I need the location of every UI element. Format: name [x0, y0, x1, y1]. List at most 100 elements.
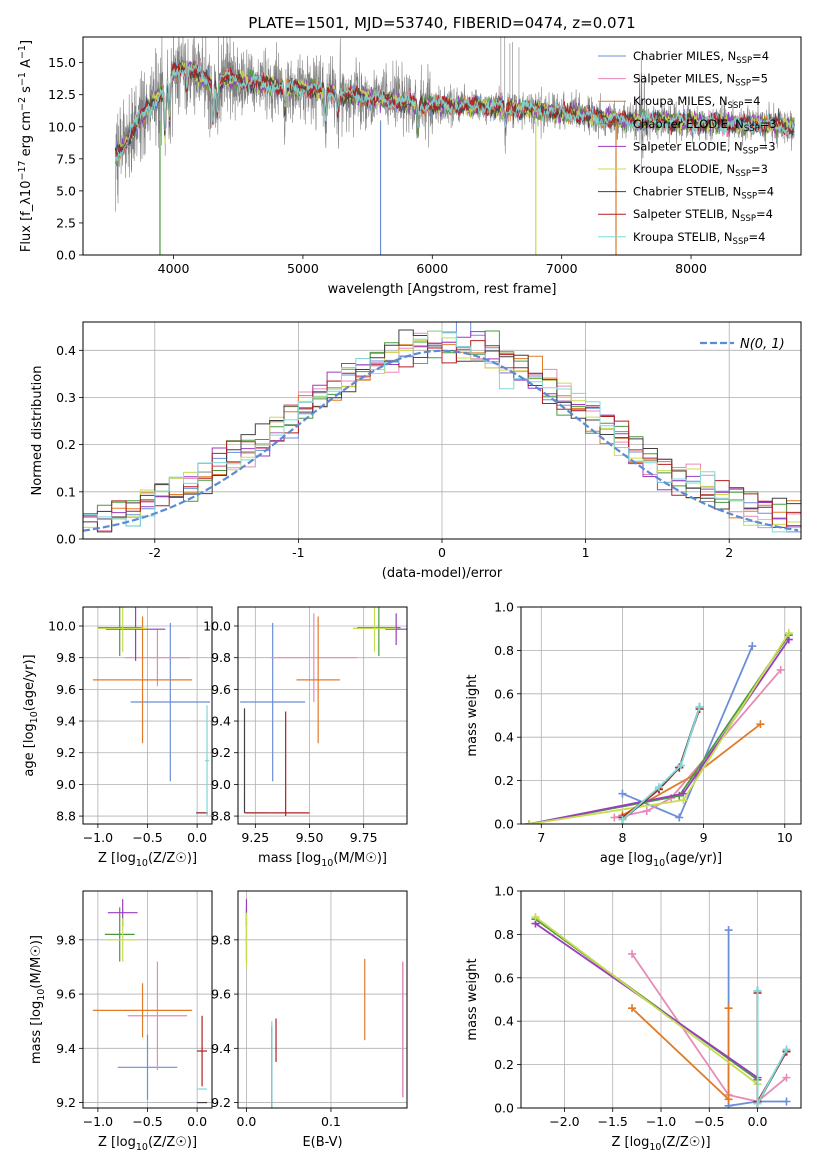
spectrum-title: PLATE=1501, MJD=53740, FIBERID=0474, z=0… — [248, 14, 635, 32]
spectrum-ytick-label: 12.5 — [48, 87, 76, 102]
age_vs_mass-ytick-label: 9.6 — [211, 682, 231, 697]
weight_vs_Z-xtick-label: −1.0 — [646, 1114, 676, 1129]
mass_vs_Z-xtick-label: −1.0 — [83, 1114, 113, 1129]
age_vs_Z-ytick-label: 9.0 — [56, 777, 76, 792]
weight_vs_age-marker-kroupa_stelib — [654, 783, 663, 792]
spectrum-legend: Chabrier MILES, NSSP=4 Salpeter MILES, NS… — [598, 49, 777, 247]
age_vs_Z-xtick-label: −0.5 — [132, 830, 162, 845]
weight_vs_age-xtick-label: 7 — [537, 830, 545, 845]
weight_vs_Z-frame — [520, 890, 802, 1109]
residuals-xtick-label: -1 — [292, 545, 304, 560]
weight_vs_Z-ytick-label: 0.6 — [494, 970, 514, 985]
weight_vs_Z-ytick-label: 1.0 — [494, 884, 514, 899]
weight_vs_age-axes: 7 8 9 10 0.0 0.2 0.4 0.6 0.8 1.0 age [log10​(age/y… — [465, 600, 801, 869]
residual-hist-salpeter_stelib — [83, 340, 801, 528]
mass_vs_EBV-ytick-label: 9.8 — [211, 932, 231, 947]
residuals-ytick-label: 0.0 — [56, 532, 76, 547]
weight_vs_age-frame — [520, 606, 802, 825]
weight_vs_Z-xtick-label: −1.5 — [598, 1114, 628, 1129]
weight_vs_Z-marker-kroupa_stelib — [782, 1045, 791, 1054]
legend-label-salpeter_stelib: Salpeter STELIB, NSSP=4 — [633, 207, 773, 224]
weight_vs_age-xtick-label: 9 — [700, 830, 708, 845]
weight_vs_Z-line-kroupa_miles — [631, 1007, 730, 1102]
spectrum-ytick-label: 2.5 — [56, 215, 76, 230]
weight_vs_age-ytick-label: 0.6 — [494, 686, 514, 701]
weight_vs_age-xlabel: age [log10​(age/yr)] — [600, 851, 722, 869]
mass_vs_Z-ytick-label: 9.6 — [56, 987, 76, 1002]
spectrum-ytick-label: 5.0 — [56, 183, 76, 198]
weight_vs_age-ytick-label: 1.0 — [494, 600, 514, 615]
weight_vs_age-marker-kroupa_elodie — [784, 629, 793, 638]
weight_vs_Z-marker-kroupa_miles — [724, 1095, 733, 1104]
weight_vs_age-marker-kroupa_miles — [756, 720, 765, 729]
age_vs_mass-ytick-label: 8.8 — [211, 809, 231, 824]
weight_vs_Z-marker-salpeter_miles — [628, 949, 637, 958]
age_vs_mass-ytick-label: 9.4 — [211, 714, 231, 729]
residuals-ytick-label: 0.1 — [56, 484, 76, 499]
mass_vs_Z-xlabel: Z [log10​(Z/Z☉)] — [98, 1135, 197, 1153]
age_vs_Z-xtick-label: −1.0 — [83, 830, 113, 845]
weight_vs_age-marker-kroupa_stelib — [695, 702, 704, 711]
weight_vs_Z-marker-kroupa_elodie — [531, 913, 540, 922]
age_vs_Z-frame — [82, 606, 213, 825]
mass_vs_Z-xtick-label: −0.5 — [132, 1114, 162, 1129]
spectrum-ytick-label: 7.5 — [56, 151, 76, 166]
spectrum-data-group — [114, 37, 795, 255]
weight_vs_age-xtick-label: 8 — [618, 830, 626, 845]
legend-label-salpeter_elodie: Salpeter ELODIE, NSSP=3 — [633, 139, 776, 156]
residuals-xtick-label: -2 — [149, 545, 161, 560]
weight_vs_Z-marker-kroupa_miles — [724, 1004, 733, 1013]
age_vs_mass-xlabel: mass [log10​(M/M☉)] — [258, 851, 387, 869]
weight_vs_Z-line-salpeter_stelib — [756, 993, 788, 1105]
weight_vs_Z-ytick-label: 0.2 — [494, 1057, 514, 1072]
weight_vs_age-ytick-label: 0.4 — [494, 730, 514, 745]
residuals-ytick-label: 0.2 — [56, 437, 76, 452]
residuals-group — [83, 322, 801, 533]
spectrum-xtick-label: 7000 — [546, 261, 578, 276]
residuals-ytick-label: 0.3 — [56, 390, 76, 405]
age_vs_Z-ylabel: age [log10​(age/yr)] — [22, 654, 40, 776]
spectrum-ytick-label: 0.0 — [56, 248, 76, 263]
age_vs_Z-ytick-label: 9.2 — [56, 745, 76, 760]
legend-label-kroupa_elodie: Kroupa ELODIE, NSSP=3 — [633, 162, 768, 179]
age_vs_mass-xtick-label: 9.25 — [241, 830, 269, 845]
gaussian-curve — [83, 349, 799, 532]
residuals-xtick-label: 1 — [582, 545, 590, 560]
residual-hist-kroupa_stelib — [83, 330, 801, 533]
weight_vs_age-ytick-label: 0.0 — [494, 817, 514, 832]
weight_vs_age-marker-salpeter_miles — [610, 813, 619, 822]
weight_vs_age-ylabel: mass weight — [465, 674, 480, 756]
age_vs_Z-ytick-label: 10.0 — [48, 619, 76, 634]
weight_vs_Z-axes: −2.0 −1.5 −1.0 −0.5 0.0 0.0 0.2 0.4 0.6 0.8 1.0 Z [… — [465, 884, 801, 1153]
age_vs_Z-grid — [83, 607, 212, 824]
legend-label-salpeter_miles: Salpeter MILES, NSSP=5 — [633, 72, 768, 89]
weight_vs_age-ytick-label: 0.2 — [494, 773, 514, 788]
weight_vs_age-marker-kroupa_stelib — [676, 761, 685, 770]
weight_vs_Z-marker-kroupa_stelib — [753, 986, 762, 995]
weight_vs_Z-ytick-label: 0.8 — [494, 927, 514, 942]
age_vs_Z-ytick-label: 9.8 — [56, 650, 76, 665]
weight_vs_Z-grid — [521, 890, 801, 1109]
weight_vs_age-marker-chabrier_miles — [618, 789, 627, 798]
legend-label-chabrier_miles: Chabrier MILES, NSSP=4 — [633, 49, 769, 66]
age_vs_mass-axes: 9.25 9.50 9.75 8.8 9.0 9.2 9.4 9.6 9.8 10.0 mass [… — [203, 607, 407, 869]
weight_vs_age-line-salpeter_stelib — [621, 708, 701, 819]
weight_vs_age-line-kroupa_stelib — [621, 706, 701, 821]
age_vs_Z-ytick-label: 9.4 — [56, 714, 76, 729]
age_vs_Z-axes: −1.0 −0.5 0.0 8.8 9.0 9.2 9.4 9.6 9.8 10.0 Z [log1… — [22, 607, 212, 869]
age_vs_mass-xtick-label: 9.75 — [350, 830, 378, 845]
mass_vs_EBV-ytick-label: 9.6 — [211, 987, 231, 1002]
weight_vs_Z-line-chabrier_stelib — [756, 990, 788, 1108]
mass_vs_EBV-points — [245, 899, 404, 1108]
age_vs_mass-ytick-label: 9.2 — [211, 745, 231, 760]
mass_vs_Z-xtick-label: 0.0 — [187, 1114, 207, 1129]
residuals-frame — [82, 321, 802, 540]
residuals-xtick-label: 0 — [438, 545, 446, 560]
weight_vs_Z-xtick-label: −2.0 — [549, 1114, 579, 1129]
weight_vs_age-marker-kroupa_elodie — [679, 796, 688, 805]
spectrum-ytick-label: 10.0 — [48, 119, 76, 134]
spectrum-ytick-label: 15.0 — [48, 55, 76, 70]
age_vs_mass-ytick-label: 10.0 — [203, 619, 231, 634]
weight_vs_age-marker-chabrier_miles — [675, 813, 684, 822]
